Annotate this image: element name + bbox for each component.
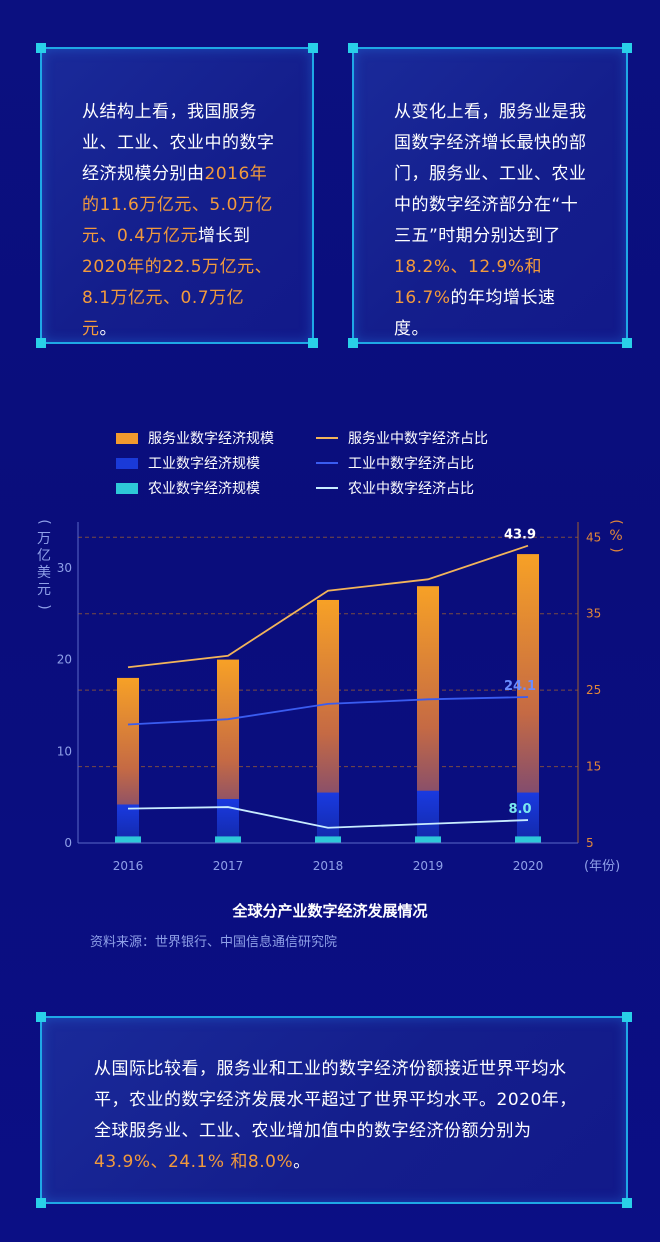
bar-services (517, 554, 539, 843)
body-text: 从变化上看，服务业是我国数字经济增长最快的部门，服务业、工业、农业中的数字经济部… (394, 102, 587, 246)
y-axis-label-char: 美 (37, 565, 51, 581)
bar-industry (117, 804, 139, 843)
y-right-tick-label: 25 (586, 683, 601, 697)
corner-marker (308, 338, 318, 348)
corner-marker (348, 43, 358, 53)
bar-industry (217, 798, 239, 843)
body-text: 的年均增长速度。 (394, 288, 556, 339)
y-right-axis-label-char: % (609, 528, 622, 544)
body-text: 增长到 (198, 226, 251, 246)
legend-line-swatch-agri (316, 487, 338, 489)
legend-swatch-services (116, 432, 138, 444)
legend-swatch-agri (116, 482, 138, 494)
legend-label: 工业数字经济规模 (148, 456, 260, 472)
legend-label: 农业中数字经济占比 (348, 481, 474, 497)
y-tick-label: 0 (64, 836, 72, 850)
legend-line-swatch-services (316, 437, 338, 439)
y-axis-label-char: 元 (37, 582, 51, 598)
corner-marker (36, 43, 46, 53)
x-tick-label: 2017 (213, 859, 244, 873)
corner-marker (36, 1198, 46, 1208)
y-right-tick-label: 5 (586, 836, 594, 850)
line-services-share (127, 544, 529, 669)
y-right-axis-label-char: ) (608, 547, 624, 552)
info-text-change: 从变化上看，服务业是我国数字经济增长最快的部门，服务业、工业、农业中的数字经济部… (394, 97, 590, 345)
legend-label: 工业中数字经济占比 (348, 456, 474, 472)
y-right-tick-label: 45 (586, 530, 601, 544)
body-text: 。 (99, 319, 117, 339)
bar-services (417, 586, 439, 843)
y-tick-label: 10 (57, 744, 72, 758)
y-axis-label-char: ( (36, 519, 52, 524)
body-text: 从结构上看，我国服务业、工业、农业中的数字经济规模分别由 (82, 102, 275, 184)
legend-label: 服务业中数字经济占比 (348, 431, 488, 447)
data-label: 8.0 (508, 802, 531, 817)
corner-marker (36, 1012, 46, 1022)
bar-agri (115, 836, 141, 843)
highlight-text: 2020年的22.5万亿元、8.1万亿元、0.7万亿元 (82, 257, 273, 339)
highlight-text: 43.9%、24.1% 和8.0% (94, 1152, 294, 1172)
info-box-international: 从国际比较看，服务业和工业的数字经济份额接近世界平均水平，农业的数字经济发展水平… (36, 1012, 632, 1208)
bar-agri (415, 836, 441, 843)
legend-swatch-industry (116, 457, 138, 469)
legend-bar-agri: 农业数字经济规模 (116, 478, 260, 498)
info-box-change: 从变化上看，服务业是我国数字经济增长最快的部门，服务业、工业、农业中的数字经济部… (348, 43, 632, 348)
bar-industry (317, 792, 339, 843)
data-label: 43.9 (504, 528, 536, 543)
highlight-text: 2016年的11.6万亿元、5.0万亿元、0.4万亿元 (82, 164, 273, 246)
y-axis-label-char: 亿 (37, 548, 51, 564)
legend-line-services: 服务业中数字经济占比 (316, 428, 488, 448)
line-agri-share (127, 806, 529, 829)
y-tick-label: 20 (57, 653, 72, 667)
y-axis-label-char: 万 (37, 531, 51, 547)
bar-agri (315, 836, 341, 843)
y-tick-label: 30 (57, 561, 72, 575)
body-text: 。 (293, 1152, 311, 1172)
legend-line-swatch-industry (316, 462, 338, 464)
corner-marker (622, 338, 632, 348)
bar-agri (515, 836, 541, 843)
line-industry-share (127, 696, 529, 726)
legend-bar-services: 服务业数字经济规模 (116, 428, 274, 448)
corner-marker (622, 43, 632, 53)
x-tick-label: 2020 (513, 859, 544, 873)
y-right-axis-label-char: ( (608, 519, 624, 524)
info-text-international: 从国际比较看，服务业和工业的数字经济份额接近世界平均水平，农业的数字经济发展水平… (94, 1054, 584, 1178)
bar-services (117, 677, 139, 843)
legend-line-industry: 工业中数字经济占比 (316, 453, 474, 473)
y-axis-label-char: ) (36, 604, 52, 609)
legend-line-agri: 农业中数字经济占比 (316, 478, 474, 498)
y-right-tick-label: 35 (586, 607, 601, 621)
bar-agri (215, 836, 241, 843)
info-text-structure: 从结构上看，我国服务业、工业、农业中的数字经济规模分别由2016年的11.6万亿… (82, 97, 278, 345)
bar-services (217, 659, 239, 843)
corner-marker (622, 1012, 632, 1022)
x-tick-label: 2016 (113, 859, 144, 873)
y-right-tick-label: 15 (586, 760, 601, 774)
combo-chart: 43.9 24.1 8.0 0 10 20 30 5 15 25 35 45 2016 2017 2018… (36, 519, 624, 874)
bar-services (317, 599, 339, 843)
corner-marker (348, 338, 358, 348)
legend-label: 农业数字经济规模 (148, 481, 260, 497)
x-axis-label: (年份) (584, 859, 620, 874)
bar-industry (517, 792, 539, 843)
x-tick-label: 2019 (413, 859, 444, 873)
legend-bar-industry: 工业数字经济规模 (116, 453, 260, 473)
corner-marker (622, 1198, 632, 1208)
corner-marker (36, 338, 46, 348)
info-box-structure: 从结构上看，我国服务业、工业、农业中的数字经济规模分别由2016年的11.6万亿… (36, 43, 318, 348)
corner-marker (308, 43, 318, 53)
chart-source: 资料来源：世界银行、中国信息通信研究院 (90, 935, 338, 950)
x-tick-label: 2018 (313, 859, 344, 873)
data-label: 24.1 (504, 679, 536, 694)
chart-title: 全球分产业数字经济发展情况 (232, 902, 428, 920)
legend-label: 服务业数字经济规模 (148, 431, 274, 447)
highlight-text: 18.2%、12.9%和16.7% (394, 257, 543, 308)
body-text: 从国际比较看，服务业和工业的数字经济份额接近世界平均水平，农业的数字经济发展水平… (94, 1059, 577, 1141)
bar-industry (417, 790, 439, 843)
